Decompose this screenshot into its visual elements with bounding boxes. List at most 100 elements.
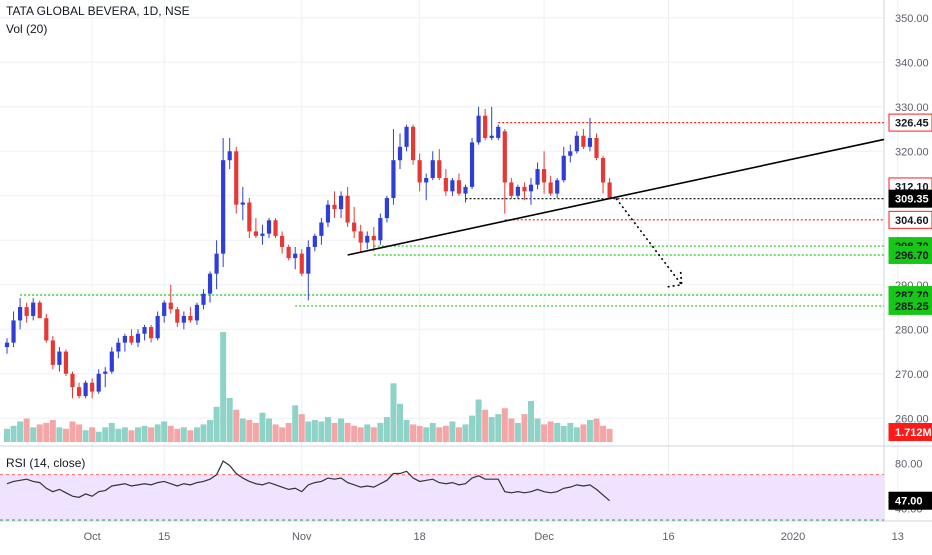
volume-bar (17, 421, 24, 442)
volume-bar (403, 420, 410, 442)
rsi-line (6, 460, 610, 502)
time-tick-label: Dec (534, 531, 554, 543)
candle-body (528, 184, 534, 192)
candle-body (391, 160, 396, 199)
volume-bar (318, 421, 325, 442)
volume-bar (154, 424, 161, 442)
volume-bar (62, 428, 69, 442)
volume-bar (442, 425, 449, 442)
dotted-arrow (615, 197, 683, 286)
candle-body (31, 302, 36, 316)
candle-body (306, 246, 311, 274)
time-tick-label: 18 (414, 531, 426, 543)
candle-body (365, 235, 370, 243)
volume-bar (475, 399, 482, 442)
candle-body (338, 195, 344, 210)
trendline (347, 138, 885, 256)
candle-body (293, 253, 298, 259)
volume-bar (82, 430, 89, 442)
candle-body (260, 233, 265, 236)
time-tick-label: 16 (662, 531, 674, 543)
volume-last-label: 1.712M (895, 427, 932, 439)
volume-bar (344, 422, 351, 442)
volume-bar (554, 422, 561, 442)
volume-bar (174, 428, 181, 442)
volume-bar (567, 422, 574, 442)
volume-legend[interactable]: Vol (20) (6, 22, 48, 36)
rsi-band (0, 474, 884, 520)
candle-body (463, 186, 468, 194)
rsi-legend[interactable]: RSI (14, close) (6, 456, 86, 470)
candle-body (607, 182, 612, 199)
candle-body (96, 373, 101, 392)
volume-bar (239, 418, 246, 442)
candle-body (175, 309, 180, 323)
volume-bar (10, 425, 17, 442)
volume-bar (331, 422, 338, 442)
candle-body (162, 302, 167, 316)
price-tick-label: 340.00 (895, 57, 929, 69)
volume-bar (488, 417, 495, 442)
candle-body (201, 293, 206, 305)
price-level-label-box (888, 113, 932, 132)
candle-body (397, 146, 403, 161)
volume-bar (148, 427, 155, 442)
candle-body (430, 160, 435, 178)
volume-bar (586, 420, 593, 442)
volume-bar (292, 405, 299, 442)
volume-bar (482, 409, 489, 442)
price-level-label-box (888, 189, 932, 208)
candle-body (594, 137, 599, 158)
volume-bar (462, 424, 469, 442)
candle-body (135, 333, 141, 343)
volume-bar (69, 421, 76, 442)
price-tick-label: 350.00 (895, 13, 929, 25)
volume-bar (606, 428, 613, 442)
candle-body (194, 304, 200, 321)
candle-body (568, 151, 573, 156)
candle-body (299, 253, 304, 274)
volume-bar (36, 424, 43, 442)
rsi-tick-label: 80.00 (895, 458, 923, 470)
candle-body (90, 382, 95, 392)
candle-body (227, 151, 232, 161)
volume-bar (501, 408, 508, 442)
candle-body (469, 142, 475, 187)
candle-body (57, 351, 62, 365)
volume-bar (298, 414, 305, 442)
volume-bar (121, 427, 128, 442)
candle-body (286, 246, 291, 259)
volume-bar (600, 425, 607, 442)
candle-body (574, 135, 579, 152)
volume-bar (305, 421, 312, 442)
candle-body (234, 151, 239, 205)
volume-bar (528, 400, 534, 442)
price-level-label: 326.45 (895, 118, 929, 130)
candle-body (483, 115, 488, 138)
volume-bar (102, 427, 109, 442)
volume-bar (272, 424, 279, 442)
volume-bar (193, 427, 200, 442)
price-level-label-box (888, 245, 932, 264)
volume-bar (220, 332, 227, 442)
volume-bar (351, 425, 358, 442)
price-tick-label: 260.00 (895, 413, 929, 425)
volume-bar (436, 427, 443, 442)
volume-bar (410, 424, 417, 442)
candle-body (280, 235, 285, 247)
candle-body (168, 302, 173, 310)
candle-body (109, 351, 114, 372)
candle-body (116, 342, 121, 352)
time-tick-label: 15 (158, 531, 170, 543)
candle-body (50, 340, 55, 365)
volume-bar (397, 403, 403, 442)
candle-body (332, 204, 337, 210)
volume-bar (593, 418, 600, 442)
candle-body (600, 157, 606, 183)
volume-bar (573, 427, 580, 442)
candle-body (149, 327, 154, 339)
volume-bar (279, 427, 286, 442)
symbol-legend[interactable]: TATA GLOBAL BEVERA, 1D, NSE (6, 4, 190, 18)
